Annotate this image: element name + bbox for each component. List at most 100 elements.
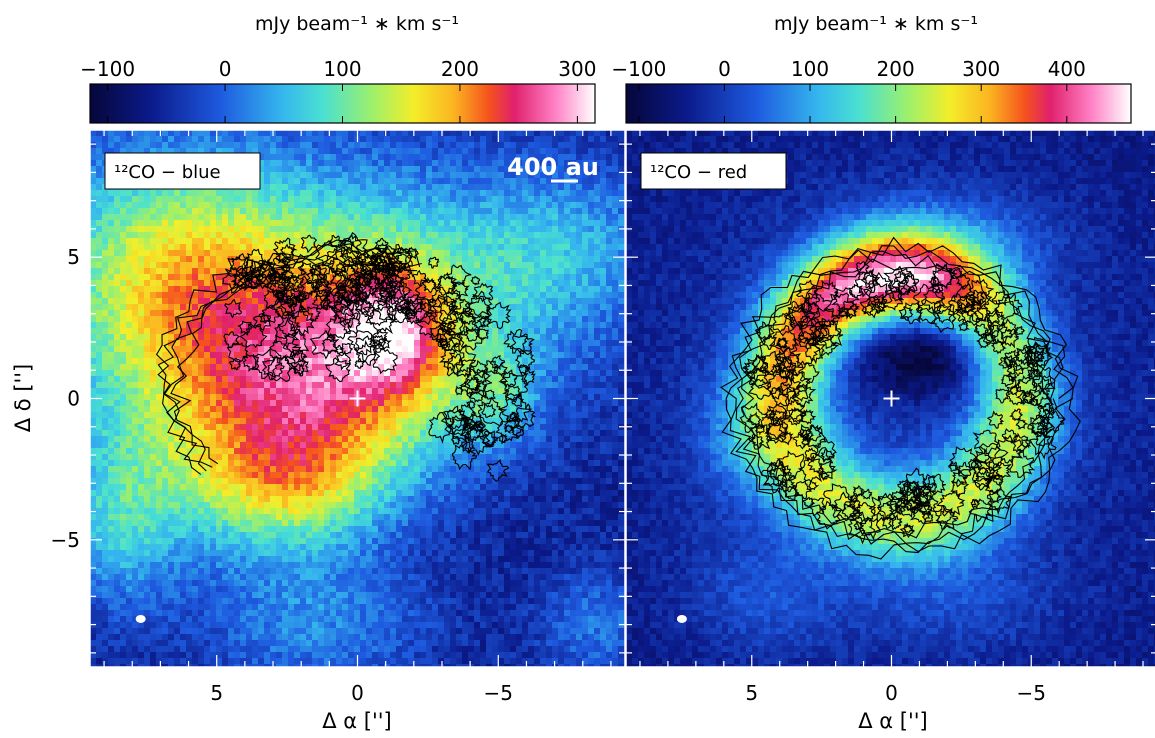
contour — [412, 269, 428, 287]
right-x-axis-label: Δ α [''] — [858, 709, 928, 733]
contour — [447, 320, 457, 333]
left-colorbar-title: mJy beam⁻¹ ∗ km s⁻¹ — [255, 13, 459, 35]
contour — [883, 265, 912, 294]
contour — [912, 283, 945, 314]
contour — [280, 243, 295, 261]
contour — [422, 276, 437, 293]
contour — [993, 292, 1023, 320]
contour — [877, 493, 901, 521]
contour — [897, 273, 920, 296]
contour — [862, 270, 875, 285]
contour — [972, 429, 1000, 457]
contour — [888, 513, 903, 531]
y-tick-label: 0 — [67, 387, 80, 411]
contour — [1015, 418, 1030, 430]
contour — [336, 278, 364, 313]
contour — [302, 306, 321, 322]
left-y-axis-label: Δ δ [''] — [11, 364, 35, 433]
colorbar-tick-label: 0 — [718, 57, 731, 81]
contour — [720, 236, 1081, 560]
contour — [836, 306, 849, 319]
left-colorbar-tick-labels: −100 0 100 200 300 — [80, 57, 596, 81]
contour — [799, 408, 817, 425]
contour — [776, 450, 805, 480]
contour — [778, 430, 794, 446]
contour — [956, 273, 971, 291]
contour — [498, 392, 533, 423]
contour — [768, 324, 800, 353]
contour — [1024, 350, 1042, 368]
contour — [510, 403, 537, 429]
contour — [863, 278, 893, 312]
contour — [767, 403, 788, 423]
contour — [759, 350, 785, 376]
contour — [1036, 402, 1055, 424]
y-tick-label: 5 — [67, 245, 80, 269]
colorbar-tick-label: 0 — [219, 57, 232, 81]
contour — [995, 388, 1009, 404]
contour — [401, 301, 417, 317]
contour — [745, 411, 762, 426]
colorbar-tick-label: 100 — [791, 57, 829, 81]
contour — [1010, 432, 1030, 453]
contour — [764, 407, 778, 420]
contour — [804, 338, 827, 365]
contour — [460, 310, 476, 325]
contour — [956, 461, 972, 480]
contour — [443, 353, 466, 377]
contour — [277, 273, 290, 287]
contour — [987, 309, 1001, 326]
contour — [267, 256, 291, 278]
contour — [852, 485, 865, 498]
beam-ellipse — [676, 614, 687, 623]
contour — [958, 322, 970, 332]
contour — [454, 385, 464, 396]
right-panel-label-box — [640, 152, 787, 190]
contour — [242, 353, 260, 373]
contour — [776, 355, 797, 375]
contour — [261, 356, 285, 381]
right-colorbar-title: mJy beam⁻¹ ∗ km s⁻¹ — [774, 13, 978, 35]
contour — [519, 367, 536, 387]
right-colorbar — [625, 83, 1132, 124]
contour — [470, 275, 481, 286]
contour — [447, 343, 477, 375]
colorbar-tick-label: −100 — [611, 57, 666, 81]
contour — [275, 295, 297, 316]
contour — [859, 296, 883, 319]
contour — [237, 320, 254, 336]
contour — [774, 346, 804, 379]
contour — [921, 511, 934, 524]
y-tick-label: −5 — [51, 528, 80, 552]
contour — [783, 398, 806, 421]
right-colorbar-tick-labels: −100 0 100 200 300 400 — [611, 57, 1086, 81]
contour — [783, 485, 800, 501]
contour — [805, 424, 823, 442]
contour — [745, 367, 769, 387]
contour — [889, 489, 908, 509]
contour — [897, 279, 914, 297]
contour — [930, 262, 958, 289]
contour — [1000, 328, 1020, 349]
contour — [795, 279, 819, 301]
contour — [853, 502, 877, 523]
contour — [748, 378, 773, 401]
contour — [985, 324, 1000, 340]
beam-ellipse — [135, 614, 146, 623]
contour — [347, 273, 359, 284]
contour — [503, 328, 529, 354]
contour — [804, 447, 818, 463]
contour — [290, 356, 310, 377]
contour — [1037, 396, 1055, 414]
contour — [863, 301, 876, 316]
contour — [371, 328, 389, 347]
left-contours — [155, 231, 537, 482]
contour — [368, 334, 387, 351]
left-axis-ticks — [90, 130, 625, 667]
left-colorbar-ticks — [107, 84, 578, 123]
contour — [502, 384, 522, 404]
contour — [1030, 396, 1039, 407]
contour — [868, 492, 900, 524]
contour — [495, 415, 524, 445]
